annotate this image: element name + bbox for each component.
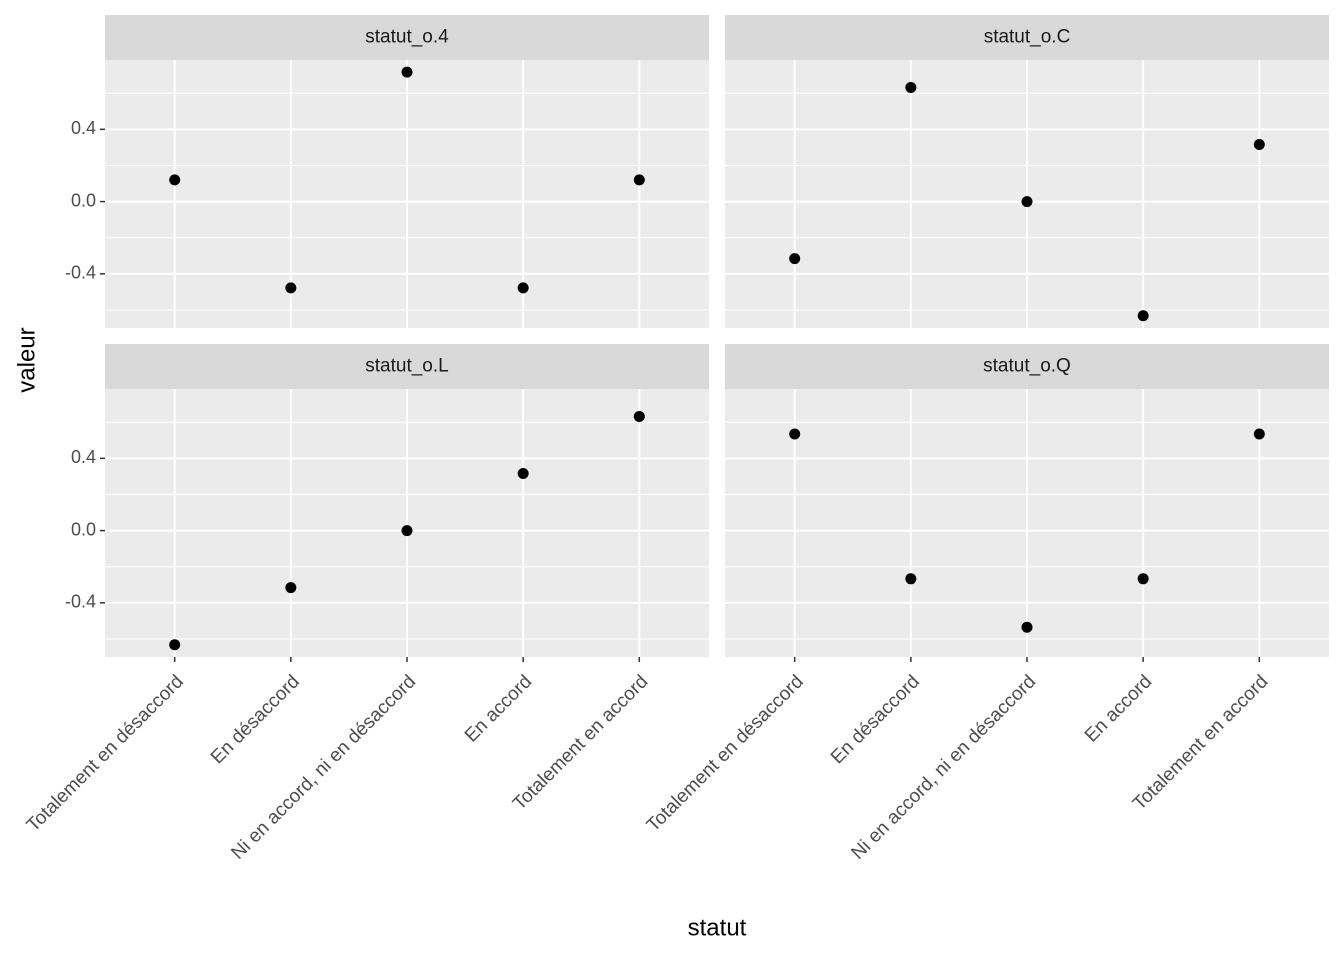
point (633, 174, 645, 186)
point (1137, 310, 1149, 322)
x-tick-label: En désaccord (207, 671, 304, 768)
point (905, 573, 917, 585)
point (169, 174, 181, 186)
point (789, 428, 801, 440)
x-tick-label: En accord (461, 671, 536, 746)
point (517, 468, 529, 480)
y-tick-label: 0.4 (71, 118, 96, 138)
strip (105, 15, 709, 60)
y-tick-label: -0.4 (65, 263, 96, 283)
point (789, 253, 801, 265)
point (401, 66, 413, 78)
point (401, 525, 413, 537)
strip-title: statut_o.Q (983, 356, 1071, 377)
y-tick-label: -0.4 (65, 592, 96, 612)
point (633, 410, 645, 422)
x-tick-label: Totalement en accord (1129, 671, 1272, 814)
y-tick-label: 0.4 (71, 447, 96, 467)
point (1021, 621, 1033, 633)
x-tick-label: En accord (1081, 671, 1156, 746)
point (1253, 428, 1265, 440)
x-tick-label: En désaccord (827, 671, 924, 768)
x-axis-title: statut (688, 914, 747, 941)
x-tick-label: Ni en accord, ni en désaccord (847, 671, 1040, 864)
strip-title: statut_o.4 (365, 27, 449, 48)
x-tick-label: Totalement en désaccord (23, 671, 188, 836)
strip-title: statut_o.C (984, 27, 1071, 48)
y-axis-title: valeur (13, 327, 40, 392)
point (1253, 139, 1265, 151)
y-tick-label: 0.0 (71, 190, 96, 210)
x-tick-label: Ni en accord, ni en désaccord (227, 671, 420, 864)
strip (105, 344, 709, 389)
point (1137, 573, 1149, 585)
point (285, 282, 297, 294)
strip-title: statut_o.L (365, 356, 448, 377)
x-tick-label: Totalement en désaccord (643, 671, 808, 836)
y-tick-label: 0.0 (71, 519, 96, 539)
strip (725, 15, 1329, 60)
point (285, 582, 297, 594)
point (1021, 196, 1033, 208)
strip (725, 344, 1329, 389)
point (905, 81, 917, 93)
x-tick-label: Totalement en accord (509, 671, 652, 814)
point (169, 639, 181, 651)
point (517, 282, 529, 294)
